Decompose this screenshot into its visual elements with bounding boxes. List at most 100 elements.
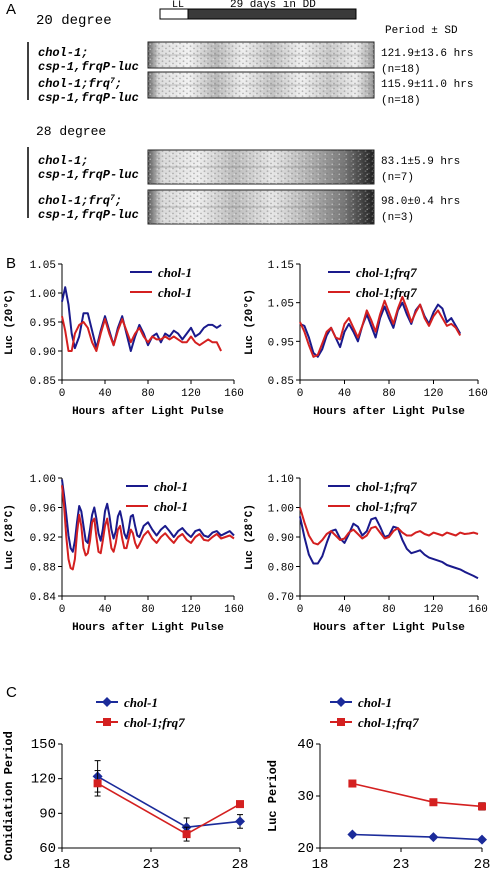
timeline-bar: LL 29 days in DD bbox=[159, 0, 357, 20]
y-tick-label: 1.05 bbox=[30, 260, 56, 272]
x-tick-label: 0 bbox=[59, 604, 66, 616]
data-point-square bbox=[429, 798, 438, 807]
strain-groups: chol-1; csp-1,frqP-luc 121.9±13.6 hrs (n=18… bbox=[27, 41, 473, 225]
y-tick-label: 120 bbox=[31, 772, 56, 788]
series-line-0 bbox=[61, 479, 235, 553]
x-axis-title: Hours after Light Pulse bbox=[313, 622, 465, 634]
x-tick-label: 120 bbox=[424, 604, 444, 616]
section-title-20: 20 degree bbox=[36, 13, 112, 29]
y-axis-title: Conidiation Period bbox=[2, 731, 16, 861]
x-tick-label: 40 bbox=[98, 388, 111, 400]
y-tick-label: 1.15 bbox=[268, 260, 294, 272]
legend: chol-1 chol-1;frq7 bbox=[330, 695, 419, 730]
race-tube bbox=[147, 71, 375, 99]
x-tick-label: 0 bbox=[297, 388, 304, 400]
legend-label: chol-1 bbox=[124, 695, 158, 710]
x-tick-label: 160 bbox=[224, 604, 244, 616]
y-tick-label: 0.70 bbox=[268, 592, 294, 604]
y-tick-label: 150 bbox=[31, 737, 56, 753]
data-point-square bbox=[478, 802, 486, 811]
x-tick-label: 40 bbox=[338, 388, 351, 400]
legend: chol-1;frq7 chol-1;frq7 bbox=[328, 265, 417, 300]
chart-b_bl: 0 40 80 120 160 0.84 0.88 0.92 0.96 1.00 Hours aft… bbox=[4, 474, 244, 634]
period-n: (n=18) bbox=[381, 64, 421, 76]
y-tick-label: 0.85 bbox=[30, 376, 56, 388]
x-tick-label: 28 bbox=[474, 857, 491, 873]
y-axis-title: Luc (20°C) bbox=[244, 289, 256, 355]
race-tube bbox=[147, 149, 375, 185]
y-tick-label: 0.90 bbox=[268, 533, 294, 545]
data-point-square bbox=[236, 800, 244, 809]
y-tick-label: 0.95 bbox=[268, 337, 294, 349]
series-line-1 bbox=[61, 315, 222, 352]
legend-label: chol-1 bbox=[158, 285, 192, 300]
data-point-diamond bbox=[477, 834, 487, 845]
legend-label: chol-1 bbox=[158, 265, 192, 280]
strain-label-line1: chol-1;frq7; bbox=[38, 194, 122, 209]
strain-label-main: chol-1; bbox=[38, 46, 88, 60]
series-line-0 bbox=[97, 775, 241, 829]
legend-label: chol-1;frq7 bbox=[356, 265, 417, 280]
race-tube bbox=[147, 41, 375, 69]
strain-label-sup: 7 bbox=[110, 77, 115, 86]
x-tick-label: 23 bbox=[143, 857, 160, 873]
data-point-diamond bbox=[428, 832, 439, 843]
y-tick-label: 0.95 bbox=[30, 318, 56, 330]
x-tick-label: 0 bbox=[59, 388, 66, 400]
x-tick-label: 0 bbox=[297, 604, 304, 616]
strain-label-line2: csp-1,frqP-luc bbox=[38, 91, 139, 105]
chart-c_left: 1823286090120150Temperature(°C)Conidiati… bbox=[2, 695, 248, 880]
period-value: 98.0±0.4 hrs bbox=[381, 196, 460, 208]
x-tick-label: 40 bbox=[338, 604, 351, 616]
y-tick-label: 1.00 bbox=[30, 474, 56, 486]
y-tick-label: 0.90 bbox=[30, 347, 56, 359]
strain-label-main: chol-1;frq bbox=[38, 77, 110, 91]
series-line-0 bbox=[352, 833, 483, 841]
y-tick-label: 60 bbox=[39, 841, 56, 857]
series-line-0 bbox=[299, 301, 462, 358]
charts: 0 40 80 120 160 0.85 0.90 0.95 1.00 1.05 Hours aft… bbox=[2, 260, 490, 880]
chart-b_tr: 0 40 80 120 160 0.85 0.95 1.05 1.15 Hours after L… bbox=[244, 260, 488, 418]
data-point-square bbox=[348, 779, 357, 788]
series-line-1 bbox=[97, 782, 241, 835]
strain-label-sup: 7 bbox=[110, 194, 115, 203]
y-tick-label: 0.88 bbox=[30, 563, 56, 575]
legend-marker bbox=[337, 718, 345, 726]
chart-b_tl: 0 40 80 120 160 0.85 0.90 0.95 1.00 1.05 Hours aft… bbox=[4, 260, 244, 418]
y-tick-label: 20 bbox=[297, 841, 314, 857]
period-header: Period ± SD bbox=[385, 25, 458, 37]
panel-letter-b: B bbox=[6, 255, 16, 272]
legend-label: chol-1;frq7 bbox=[124, 715, 185, 730]
legend-label: chol-1;frq7 bbox=[356, 499, 417, 514]
series-line-0 bbox=[61, 286, 222, 352]
chart-c_right: 182328203040Temperature(°C)Luc Periodcho… bbox=[266, 695, 490, 880]
y-tick-label: 1.05 bbox=[268, 299, 294, 311]
strain-label-tail: ; bbox=[115, 194, 122, 208]
strain-label-line1: chol-1; bbox=[38, 154, 88, 168]
legend-marker bbox=[102, 697, 112, 707]
x-tick-label: 80 bbox=[141, 388, 154, 400]
series-line-1 bbox=[299, 507, 479, 546]
legend-label: chol-1;frq7 bbox=[356, 479, 417, 494]
period-n: (n=18) bbox=[381, 95, 421, 107]
legend-label: chol-1;frq7 bbox=[358, 715, 419, 730]
legend: chol-1 chol-1 bbox=[130, 265, 192, 300]
timeline-dd-label: 29 days in DD bbox=[230, 0, 316, 11]
x-tick-label: 80 bbox=[141, 604, 154, 616]
legend-label: chol-1;frq7 bbox=[356, 285, 417, 300]
legend-marker bbox=[336, 697, 346, 707]
y-tick-label: 0.96 bbox=[30, 504, 56, 516]
panel-letter-c: C bbox=[6, 684, 17, 701]
legend-label: chol-1 bbox=[358, 695, 392, 710]
strain-label-main: chol-1;frq bbox=[38, 194, 110, 208]
y-axis-title: Luc Period bbox=[266, 760, 280, 832]
period-value: 121.9±13.6 hrs bbox=[381, 48, 473, 60]
x-tick-label: 18 bbox=[54, 857, 71, 873]
data-point-diamond bbox=[347, 829, 358, 840]
race-tube bbox=[147, 189, 375, 225]
x-tick-label: 18 bbox=[312, 857, 329, 873]
legend: chol-1;frq7 chol-1;frq7 bbox=[328, 479, 417, 514]
strain-label-line2: csp-1,frqP-luc bbox=[38, 208, 139, 222]
y-tick-label: 0.85 bbox=[268, 376, 294, 388]
y-tick-label: 30 bbox=[297, 789, 314, 805]
